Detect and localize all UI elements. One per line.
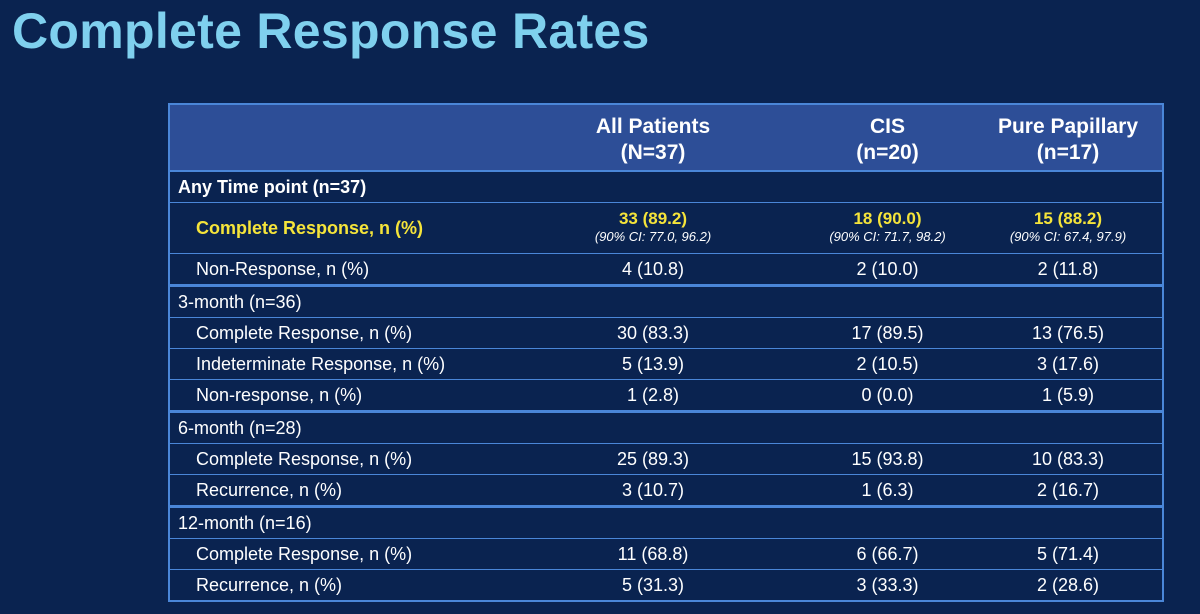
cell-all-patients: 33 (89.2) (90% CI: 77.0, 96.2) xyxy=(505,210,801,246)
section-heading: Any Time point (n=37) xyxy=(170,172,1162,202)
section-12-month: 12-month (n=16) Complete Response, n (%)… xyxy=(170,508,1162,600)
row-label: Complete Response, n (%) xyxy=(196,322,413,343)
row-label: Complete Response, n (%) xyxy=(196,217,424,238)
cell-cis: 18 (90.0) (90% CI: 71.7, 98.2) xyxy=(801,210,974,246)
cell-pure-papillary: 1 (5.9) xyxy=(1041,384,1095,405)
row-label: Complete Response, n (%) xyxy=(196,543,413,564)
cell-ci: (90% CI: 67.4, 97.9) xyxy=(1009,229,1127,244)
cell-pure-papillary: 2 (16.7) xyxy=(1036,479,1100,500)
table-row: Non-response, n (%) 1 (2.8) 0 (0.0) 1 (5… xyxy=(170,379,1162,410)
row-label: Non-response, n (%) xyxy=(196,384,363,405)
response-table: All Patients (N=37) CIS (n=20) Pure Papi… xyxy=(168,103,1164,602)
table-row: Non-Response, n (%) 4 (10.8) 2 (10.0) 2 … xyxy=(170,253,1162,284)
section-heading: 6-month (n=28) xyxy=(170,413,1162,443)
section-3-month: 3-month (n=36) Complete Response, n (%) … xyxy=(170,287,1162,413)
row-label: Non-Response, n (%) xyxy=(196,258,370,279)
cell-all-patients: 25 (89.3) xyxy=(616,448,690,469)
cell-all-patients: 5 (13.9) xyxy=(621,353,685,374)
header-label-col xyxy=(170,105,505,170)
section-6-month: 6-month (n=28) Complete Response, n (%) … xyxy=(170,413,1162,508)
table-row-highlight: Complete Response, n (%) 33 (89.2) (90% … xyxy=(170,202,1162,253)
cell-cis: 3 (33.3) xyxy=(856,574,919,595)
header-cis: CIS (n=20) xyxy=(856,115,919,164)
cell-pure-papillary: 10 (83.3) xyxy=(1031,448,1105,469)
section-label: 6-month (n=28) xyxy=(178,417,302,438)
cell-cis: 0 (0.0) xyxy=(861,384,914,405)
cell-pure-papillary: 15 (88.2) (90% CI: 67.4, 97.9) xyxy=(974,210,1162,246)
cell-all-patients: 4 (10.8) xyxy=(621,258,685,279)
section-heading: 3-month (n=36) xyxy=(170,287,1162,317)
cell-cis: 2 (10.5) xyxy=(856,353,919,374)
table-row: Complete Response, n (%) 11 (68.8) 6 (66… xyxy=(170,538,1162,569)
table-row: Recurrence, n (%) 3 (10.7) 1 (6.3) 2 (16… xyxy=(170,474,1162,505)
cell-all-patients: 30 (83.3) xyxy=(616,322,690,343)
section-label: Any Time point (n=37) xyxy=(178,176,367,197)
table-header: All Patients (N=37) CIS (n=20) Pure Papi… xyxy=(170,105,1162,172)
cell-all-patients: 1 (2.8) xyxy=(626,384,680,405)
cell-all-patients: 3 (10.7) xyxy=(621,479,685,500)
cell-cis: 15 (93.8) xyxy=(851,448,924,469)
cell-pure-papillary: 2 (11.8) xyxy=(1037,258,1099,279)
table-row: Complete Response, n (%) 25 (89.3) 15 (9… xyxy=(170,443,1162,474)
section-label: 3-month (n=36) xyxy=(178,291,302,312)
cell-value: 15 (88.2) xyxy=(1033,209,1103,228)
row-label: Recurrence, n (%) xyxy=(196,479,343,500)
cell-pure-papillary: 2 (28.6) xyxy=(1036,574,1100,595)
header-all-patients: All Patients (N=37) xyxy=(595,115,711,164)
cell-cis: 1 (6.3) xyxy=(861,479,914,500)
cell-cis: 6 (66.7) xyxy=(856,543,919,564)
cell-ci: (90% CI: 71.7, 98.2) xyxy=(829,229,946,244)
row-label: Complete Response, n (%) xyxy=(196,448,413,469)
section-heading: 12-month (n=16) xyxy=(170,508,1162,538)
table-row: Indeterminate Response, n (%) 5 (13.9) 2… xyxy=(170,348,1162,379)
cell-cis: 2 (10.0) xyxy=(856,258,919,279)
cell-cis: 17 (89.5) xyxy=(851,322,924,343)
cell-ci: (90% CI: 77.0, 96.2) xyxy=(594,229,712,244)
section-label: 12-month (n=16) xyxy=(178,512,312,533)
row-label: Indeterminate Response, n (%) xyxy=(196,353,446,374)
table-row: Recurrence, n (%) 5 (31.3) 3 (33.3) 2 (2… xyxy=(170,569,1162,600)
row-label: Recurrence, n (%) xyxy=(196,574,343,595)
cell-pure-papillary: 3 (17.6) xyxy=(1036,353,1100,374)
table-row: Complete Response, n (%) 30 (83.3) 17 (8… xyxy=(170,317,1162,348)
section-any-time-point: Any Time point (n=37) Complete Response,… xyxy=(170,172,1162,287)
page-title: Complete Response Rates xyxy=(12,3,650,59)
cell-value: 33 (89.2) xyxy=(618,209,688,228)
cell-value: 18 (90.0) xyxy=(853,209,922,228)
cell-pure-papillary: 5 (71.4) xyxy=(1036,543,1100,564)
cell-all-patients: 11 (68.8) xyxy=(617,543,689,564)
cell-pure-papillary: 13 (76.5) xyxy=(1031,322,1105,343)
header-pure-papillary: Pure Papillary (n=17) xyxy=(997,115,1139,164)
cell-all-patients: 5 (31.3) xyxy=(621,574,685,595)
